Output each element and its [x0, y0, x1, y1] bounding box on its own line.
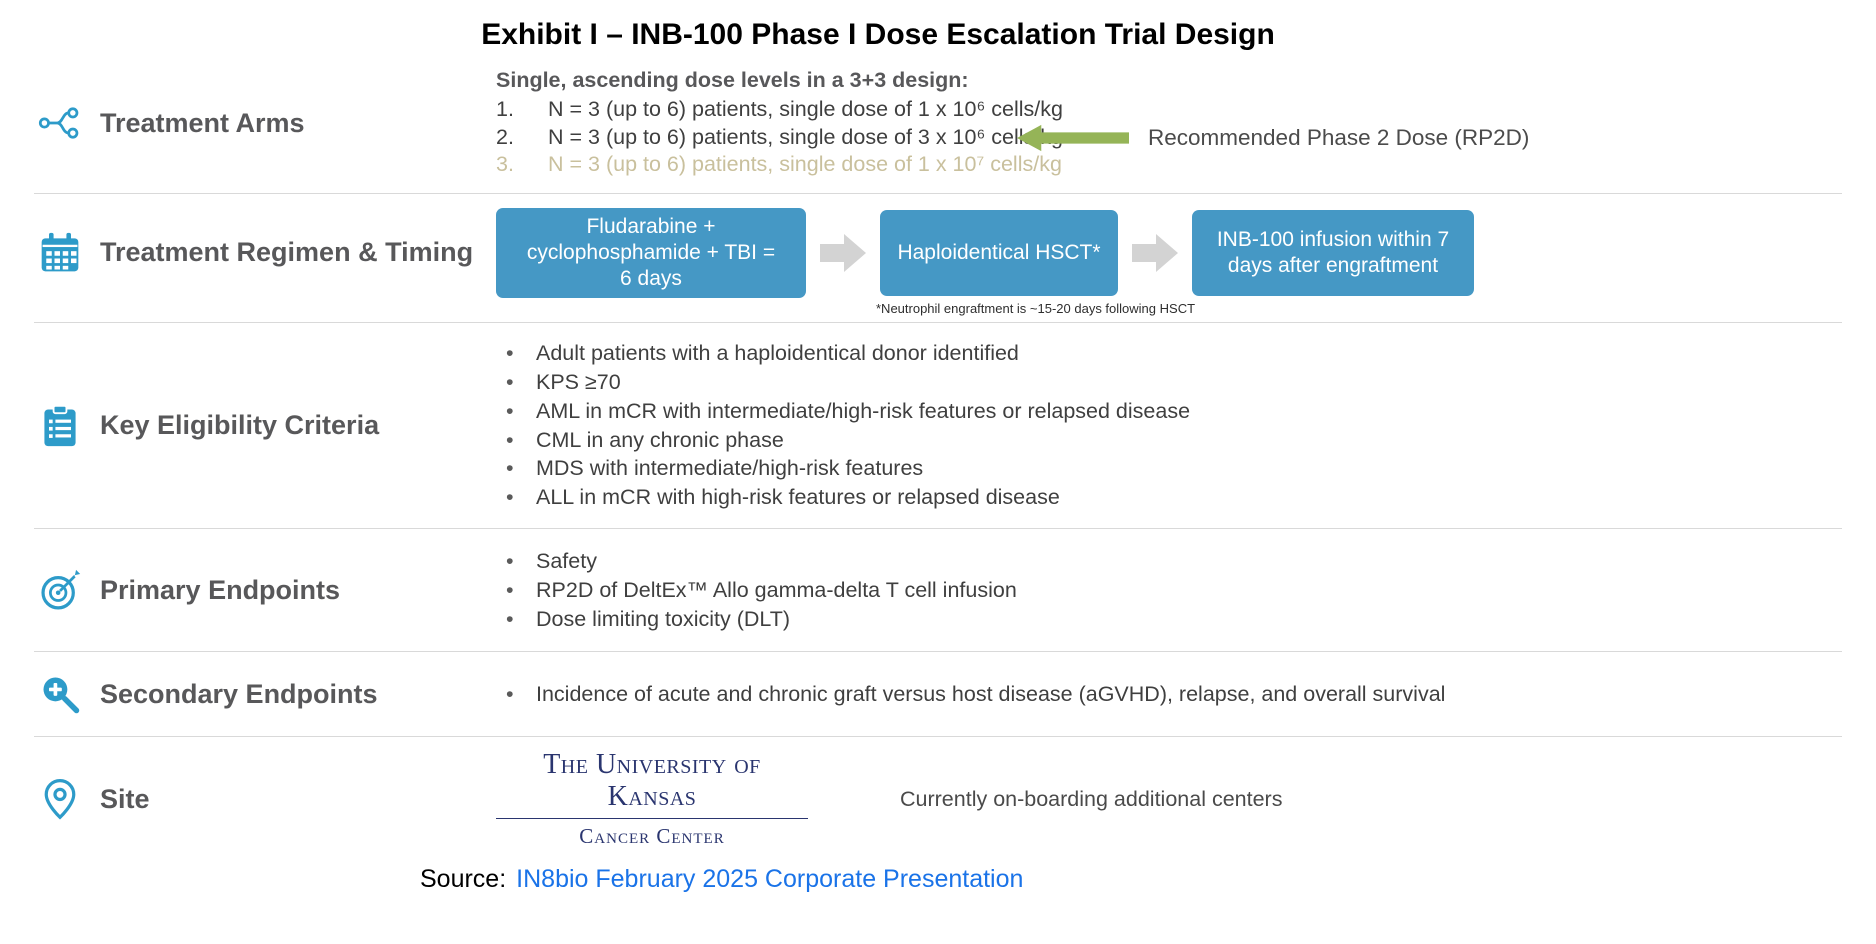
site-content: The University of Kansas Cancer Center C… — [496, 749, 1848, 849]
right-arrow-icon — [1132, 232, 1178, 274]
eligibility-bullet: ALL in mCR with high-risk features or re… — [506, 483, 1848, 512]
right-arrow-icon — [820, 232, 866, 274]
site-note: Currently on-boarding additional centers — [900, 786, 1283, 811]
source-label: Source: — [420, 865, 507, 894]
divider — [34, 528, 1842, 530]
divider — [34, 192, 1842, 194]
divider — [34, 651, 1842, 653]
target-icon — [38, 568, 82, 612]
row-label-regimen: Treatment Regimen & Timing — [28, 231, 496, 275]
row-eligibility: Key Eligibility Criteria Adult patients … — [28, 323, 1848, 528]
secondary-endpoints-content: Incidence of acute and chronic graft ver… — [496, 680, 1848, 709]
row-label-treatment-arms: Treatment Arms — [28, 101, 496, 145]
dose-design-heading: Single, ascending dose levels in a 3+3 d… — [496, 68, 969, 92]
row-label-secondary: Secondary Endpoints — [28, 672, 496, 716]
site-label: Site — [100, 783, 150, 814]
secondary-endpoints-list: Incidence of acute and chronic graft ver… — [496, 680, 1848, 709]
dose-level-3: 3. N = 3 (up to 6) patients, single dose… — [496, 151, 1848, 179]
clipboard-icon — [38, 404, 82, 448]
flow-mid-step: Haploidentical HSCT* *Neutrophil engraft… — [876, 209, 1195, 316]
row-label-primary: Primary Endpoints — [28, 568, 496, 612]
eligibility-bullet: MDS with intermediate/high-risk features — [506, 454, 1848, 483]
row-treatment-regimen: Treatment Regimen & Timing Fludarabine +… — [28, 194, 1848, 323]
treatment-arms-content: Single, ascending dose levels in a 3+3 d… — [496, 68, 1848, 179]
divider — [34, 736, 1842, 738]
eligibility-bullet: KPS ≥70 — [506, 368, 1848, 397]
regimen-label: Treatment Regimen & Timing — [100, 237, 474, 268]
dose-level-text: N = 3 (up to 6) patients, single dose of… — [548, 124, 1063, 149]
divider — [34, 322, 1842, 324]
dose-level-2: 2. N = 3 (up to 6) patients, single dose… — [496, 124, 1848, 152]
branch-icon — [38, 101, 82, 145]
primary-bullet: Safety — [506, 547, 1848, 576]
eligibility-label: Key Eligibility Criteria — [100, 410, 380, 441]
row-primary-endpoints: Primary Endpoints Safety RP2D of DeltEx™… — [28, 529, 1848, 651]
calendar-icon — [38, 231, 82, 275]
eligibility-list: Adult patients with a haploidentical don… — [496, 339, 1848, 512]
dose-level-text: N = 3 (up to 6) patients, single dose of… — [548, 152, 1062, 177]
engraftment-footnote: *Neutrophil engraftment is ~15-20 days f… — [876, 300, 1196, 316]
dose-level-number: 1. — [496, 97, 514, 121]
eligibility-bullet: CML in any chronic phase — [506, 426, 1848, 455]
eligibility-content: Adult patients with a haploidentical don… — [496, 339, 1848, 512]
secondary-endpoints-label: Secondary Endpoints — [100, 678, 378, 709]
dose-level-text: N = 3 (up to 6) patients, single dose of… — [548, 97, 1063, 121]
location-pin-icon — [38, 777, 82, 821]
magnifier-plus-icon — [38, 672, 82, 716]
flow-box-conditioning: Fludarabine + cyclophosphamide + TBI = 6… — [496, 207, 806, 299]
row-label-site: Site — [28, 777, 496, 821]
row-site: Site The University of Kansas Cancer Cen… — [28, 737, 1848, 855]
university-of-kansas-logo: The University of Kansas Cancer Center — [496, 749, 808, 849]
primary-endpoints-content: Safety RP2D of DeltEx™ Allo gamma-delta … — [496, 547, 1848, 633]
page-title: Exhibit I – INB-100 Phase I Dose Escalat… — [481, 18, 1275, 51]
row-secondary-endpoints: Secondary Endpoints Incidence of acute a… — [28, 652, 1848, 736]
row-treatment-arms: Treatment Arms Single, ascending dose le… — [28, 60, 1848, 193]
ku-logo-line2: Cancer Center — [579, 824, 725, 849]
primary-bullet: RP2D of DeltEx™ Allo gamma-delta T cell … — [506, 576, 1848, 605]
regimen-flow: Fludarabine + cyclophosphamide + TBI = 6… — [496, 207, 1848, 316]
flow-box-hsct: Haploidentical HSCT* — [880, 209, 1118, 296]
treatment-arms-label: Treatment Arms — [100, 107, 305, 138]
eligibility-bullet: Adult patients with a haploidentical don… — [506, 339, 1848, 368]
rp2d-annotation: Recommended Phase 2 Dose (RP2D) — [1014, 124, 1529, 152]
secondary-bullet: Incidence of acute and chronic graft ver… — [506, 680, 1848, 709]
row-label-eligibility: Key Eligibility Criteria — [28, 404, 496, 448]
dose-level-list: 1. N = 3 (up to 6) patients, single dose… — [496, 96, 1848, 179]
dose-level-number: 3. — [496, 152, 514, 177]
primary-bullet: Dose limiting toxicity (DLT) — [506, 605, 1848, 634]
primary-endpoints-label: Primary Endpoints — [100, 574, 341, 605]
eligibility-bullet: AML in mCR with intermediate/high-risk f… — [506, 397, 1848, 426]
ku-logo-line1: The University of Kansas — [496, 749, 808, 820]
regimen-content: Fludarabine + cyclophosphamide + TBI = 6… — [496, 207, 1848, 316]
primary-endpoints-list: Safety RP2D of DeltEx™ Allo gamma-delta … — [496, 547, 1848, 633]
dose-level-1: 1. N = 3 (up to 6) patients, single dose… — [496, 96, 1848, 124]
source-line: Source: IN8bio February 2025 Corporate Pr… — [0, 855, 1876, 894]
left-arrow-icon — [1014, 124, 1132, 152]
source-link[interactable]: IN8bio February 2025 Corporate Presentat… — [516, 865, 1024, 894]
dose-level-number: 2. — [496, 124, 514, 149]
rp2d-label: Recommended Phase 2 Dose (RP2D) — [1148, 125, 1530, 150]
exhibit-rows: Treatment Arms Single, ascending dose le… — [0, 60, 1876, 855]
flow-box-infusion: INB-100 infusion within 7 days after eng… — [1192, 209, 1474, 296]
